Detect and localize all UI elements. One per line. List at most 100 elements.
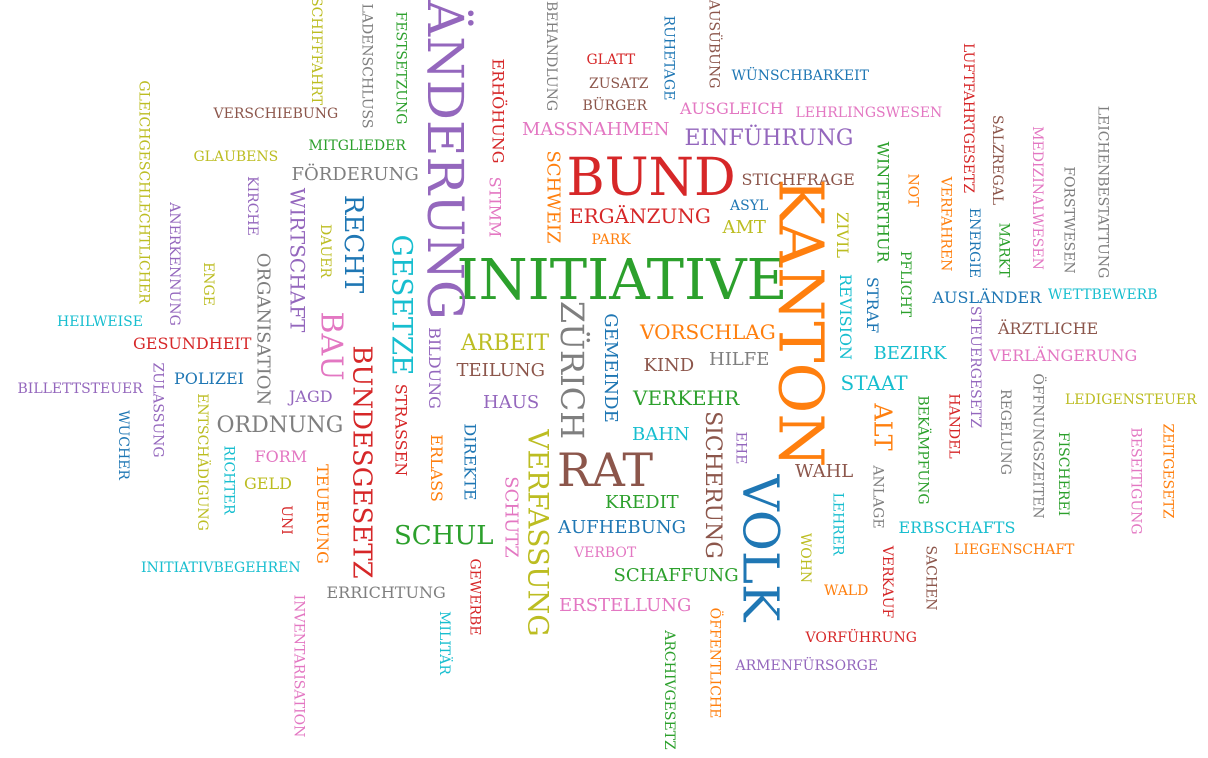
word-41: STICHFRAGE bbox=[741, 170, 855, 189]
word-38: AMT bbox=[722, 217, 766, 238]
word-117: BEKÄMPFUNG bbox=[914, 395, 931, 505]
word-30: ORGANISATION bbox=[251, 252, 273, 406]
word-101: SALZREGAL bbox=[989, 114, 1006, 206]
word-6: ZÜRICH bbox=[553, 300, 592, 440]
word-104: LEICHENBESTATTUNG bbox=[1093, 105, 1110, 279]
word-46: ERLASS bbox=[426, 434, 446, 502]
word-13: ORDNUNG bbox=[216, 413, 344, 438]
word-7: VERFASSUNG bbox=[521, 429, 555, 637]
word-94: SCHIFFFAHRT bbox=[307, 0, 324, 105]
word-95: LADENSCHLUSS bbox=[357, 3, 374, 129]
word-59: TEUERUNG bbox=[312, 464, 332, 564]
word-18: WIRTSCHAFT bbox=[284, 187, 309, 333]
word-27: WAHL bbox=[795, 461, 854, 482]
word-90: DAUER bbox=[316, 224, 333, 278]
word-120: VERKAUF bbox=[879, 545, 896, 619]
word-67: VORFÜHRUNG bbox=[805, 630, 917, 646]
word-93: GLEICHGESCHLECHTLICHER bbox=[135, 80, 152, 304]
word-121: SACHEN bbox=[922, 545, 939, 611]
word-102: MEDIZINALWESEN bbox=[1028, 126, 1045, 270]
word-119: LEHRER bbox=[829, 492, 846, 556]
word-65: ERBSCHAFTS bbox=[898, 518, 1016, 537]
word-8: GESETZE bbox=[385, 234, 418, 376]
word-62: ÄRZTLICHE bbox=[998, 319, 1099, 338]
word-40: FÖRDERUNG bbox=[291, 164, 419, 185]
word-74: HEILWEISE bbox=[57, 314, 143, 330]
word-110: STEUERGESETZ bbox=[967, 306, 983, 428]
word-113: ÖFFNUNGSZEITEN bbox=[1029, 373, 1046, 519]
word-99: AUSÜBUNG bbox=[704, 0, 721, 89]
word-44: BILDUNG bbox=[424, 327, 444, 409]
word-64: LEDIGENSTEUER bbox=[1065, 392, 1197, 408]
word-122: WOHN bbox=[797, 532, 814, 584]
word-26: AUFHEBUNG bbox=[558, 517, 687, 538]
word-3: BUND bbox=[566, 148, 736, 208]
word-60: AUSLÄNDER bbox=[932, 288, 1042, 307]
word-58: GELD bbox=[244, 474, 292, 493]
word-71: MITGLIEDER bbox=[308, 138, 406, 154]
word-114: FISCHEREI bbox=[1055, 431, 1072, 517]
word-73: VERSCHIEBUNG bbox=[213, 106, 339, 122]
word-126: GEWERBE bbox=[466, 558, 483, 636]
word-32: SCHAFFUNG bbox=[613, 565, 739, 586]
word-100: LUFTFAHRTGESETZ bbox=[960, 42, 977, 194]
word-80: ZUSATZ bbox=[589, 76, 649, 92]
word-91: KIRCHE bbox=[243, 176, 260, 236]
word-87: ZULASSUNG bbox=[149, 362, 166, 458]
word-85: RICHTER bbox=[220, 445, 237, 515]
word-72: GLAUBENS bbox=[193, 149, 279, 165]
word-16: ARBEIT bbox=[461, 331, 550, 356]
word-47: DIREKTE bbox=[460, 423, 480, 501]
word-20: ERGÄNZUNG bbox=[569, 204, 711, 228]
word-39: HAUS bbox=[483, 392, 540, 413]
word-0: INITIATIVE bbox=[456, 248, 788, 313]
word-28: SCHUTZ bbox=[500, 476, 522, 558]
word-35: KIND bbox=[643, 355, 695, 376]
word-69: WALD bbox=[824, 583, 869, 599]
word-63: VERLÄNGERUNG bbox=[989, 346, 1138, 365]
word-34: HILFE bbox=[709, 349, 770, 370]
word-66: LIEGENSCHAFT bbox=[954, 542, 1075, 558]
word-55: POLIZEI bbox=[174, 369, 244, 388]
word-108: MARKT bbox=[994, 222, 1011, 278]
word-83: PARK bbox=[591, 232, 631, 248]
word-52: ERHÖHUNG bbox=[488, 58, 508, 164]
word-75: BILLETTSTEUER bbox=[17, 381, 143, 397]
word-70: VERBOT bbox=[574, 545, 637, 561]
word-33: ERSTELLUNG bbox=[559, 595, 692, 616]
word-15: ALT bbox=[868, 403, 897, 451]
word-123: EHE bbox=[731, 431, 748, 465]
word-115: BESEITIGUNG bbox=[1127, 427, 1144, 535]
word-19: MASSNAHMEN bbox=[522, 119, 670, 140]
word-92: ANERKENNUNG bbox=[165, 202, 182, 326]
word-98: RUHETAGE bbox=[659, 15, 676, 101]
word-68: ARMENFÜRSORGE bbox=[735, 658, 879, 674]
word-56: JAGD bbox=[289, 387, 333, 406]
word-106: VERFAHREN bbox=[936, 176, 953, 272]
word-78: LEHRLINGSWESEN bbox=[795, 105, 943, 121]
word-10: BUNDESGESETZ bbox=[346, 345, 377, 579]
word-22: STAAT bbox=[840, 371, 908, 395]
word-5: RAT bbox=[557, 443, 654, 497]
word-86: ENTSCHÄDIGUNG bbox=[193, 393, 210, 531]
word-105: NOT bbox=[904, 173, 921, 207]
word-50: WINTERTHUR bbox=[873, 141, 893, 263]
word-112: REGELUNG bbox=[996, 389, 1013, 475]
word-81: BÜRGER bbox=[582, 98, 648, 114]
word-31: KREDIT bbox=[605, 492, 679, 513]
word-17: EINFÜHRUNG bbox=[684, 126, 854, 151]
word-125: ARCHIVGESETZ bbox=[660, 630, 677, 750]
word-51: ZIVIL bbox=[832, 212, 852, 258]
word-23: SCHWEIZ bbox=[542, 150, 564, 244]
word-11: RECHT bbox=[338, 194, 369, 294]
word-88: WUCHER bbox=[114, 410, 131, 480]
word-77: WÜNSCHBARKEIT bbox=[731, 68, 869, 84]
word-42: AUSGLEICH bbox=[680, 99, 784, 118]
word-49: STRAF bbox=[863, 276, 883, 334]
word-89: ENGE bbox=[199, 262, 216, 306]
word-76: INITIATIVBEGEHREN bbox=[141, 560, 301, 576]
word-48: REVISION bbox=[836, 274, 855, 360]
word-1: KANTON bbox=[764, 178, 838, 468]
word-36: TEILUNG bbox=[456, 360, 546, 381]
word-111: HANDEL bbox=[945, 393, 962, 459]
